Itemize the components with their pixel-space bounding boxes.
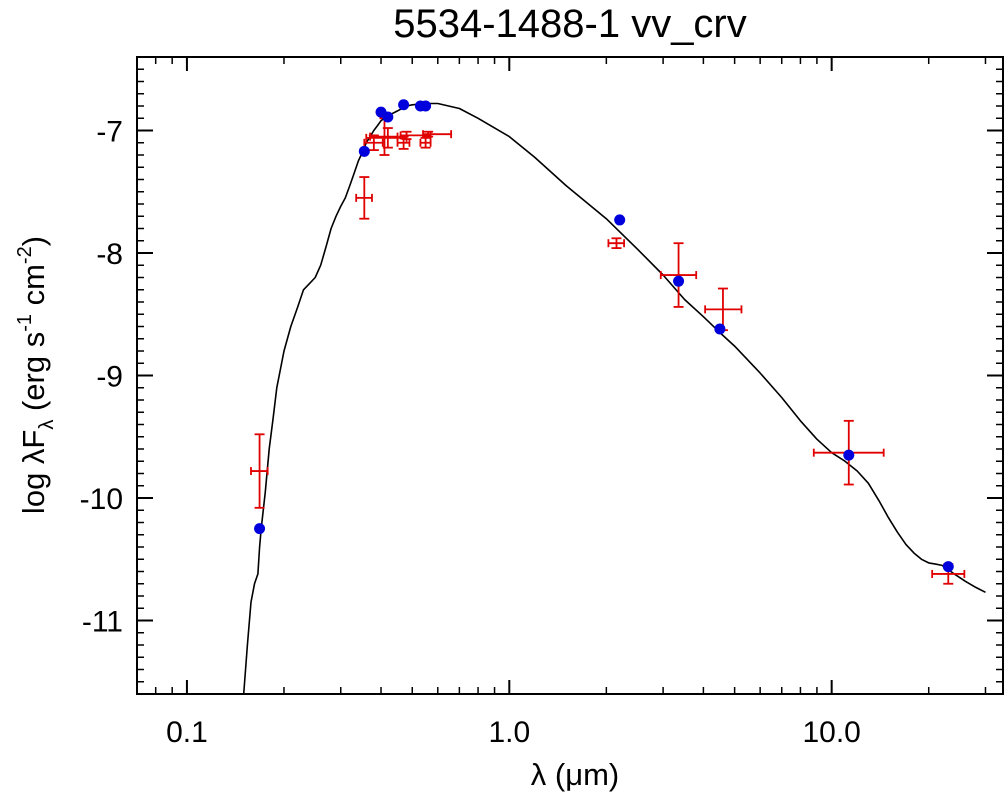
x-tick-label: 10.0 xyxy=(802,716,860,749)
minor-ticks xyxy=(137,57,1003,694)
y-tick-label: -8 xyxy=(96,238,123,271)
model-photometry-point xyxy=(614,214,626,226)
y-axis-ticks: -7 -8 -9 -10 -11 xyxy=(80,116,1003,639)
y-axis-label-subscript: λ xyxy=(36,420,58,430)
observed-flux-point xyxy=(419,136,432,149)
model-photometry-point xyxy=(358,145,370,157)
x-tick-label: 1.0 xyxy=(488,716,530,749)
y-axis-label-prefix: log λF xyxy=(16,430,51,514)
y-axis-label: log λFλ (erg s-1 cm-2) xyxy=(14,236,58,514)
observed-flux-point xyxy=(659,242,698,308)
observed-flux-point xyxy=(704,287,743,332)
y-tick-label: -10 xyxy=(80,483,123,516)
model-sed-series xyxy=(242,102,986,695)
observed-flux-point xyxy=(250,433,269,509)
plot-frame xyxy=(136,56,1004,695)
observed-flux-point xyxy=(399,130,432,140)
model-photometry-point xyxy=(673,275,685,287)
y-tick-label: -11 xyxy=(82,606,123,639)
y-axis-label-sup2: -2 xyxy=(14,246,36,264)
x-axis-label: λ (μm) xyxy=(531,757,619,792)
x-tick-label: 0.1 xyxy=(166,716,208,749)
model-photometry-point xyxy=(382,111,394,123)
model-photometry-point xyxy=(420,100,432,112)
y-axis-label-mid: cm xyxy=(16,264,51,314)
model-sed-line xyxy=(242,102,986,695)
plot-area: 0.1 1.0 10.0 -7 -8 -9 -10 -11 xyxy=(80,56,1004,749)
x-axis-ticks: 0.1 1.0 10.0 xyxy=(166,57,861,749)
y-tick-label: -7 xyxy=(96,116,123,149)
chart-title: 5534-1488-1 vv_crv xyxy=(393,2,747,46)
observed-flux-series xyxy=(250,117,966,585)
y-axis-label-open: (erg s xyxy=(16,332,51,420)
model-photometry-point xyxy=(254,523,266,535)
observed-flux-point xyxy=(363,134,384,152)
model-photometry-point xyxy=(942,561,954,573)
observed-flux-point xyxy=(355,176,373,220)
model-photometry-point xyxy=(398,99,410,111)
observed-flux-point xyxy=(607,237,625,250)
y-tick-label: -9 xyxy=(96,361,123,394)
observed-flux-point xyxy=(422,130,453,139)
y-axis-label-close: ) xyxy=(16,236,51,246)
y-axis-label-sup1: -1 xyxy=(14,314,36,332)
model-photometry-point xyxy=(843,449,855,461)
model-photometry-series xyxy=(254,99,954,573)
model-photometry-point xyxy=(714,323,726,335)
